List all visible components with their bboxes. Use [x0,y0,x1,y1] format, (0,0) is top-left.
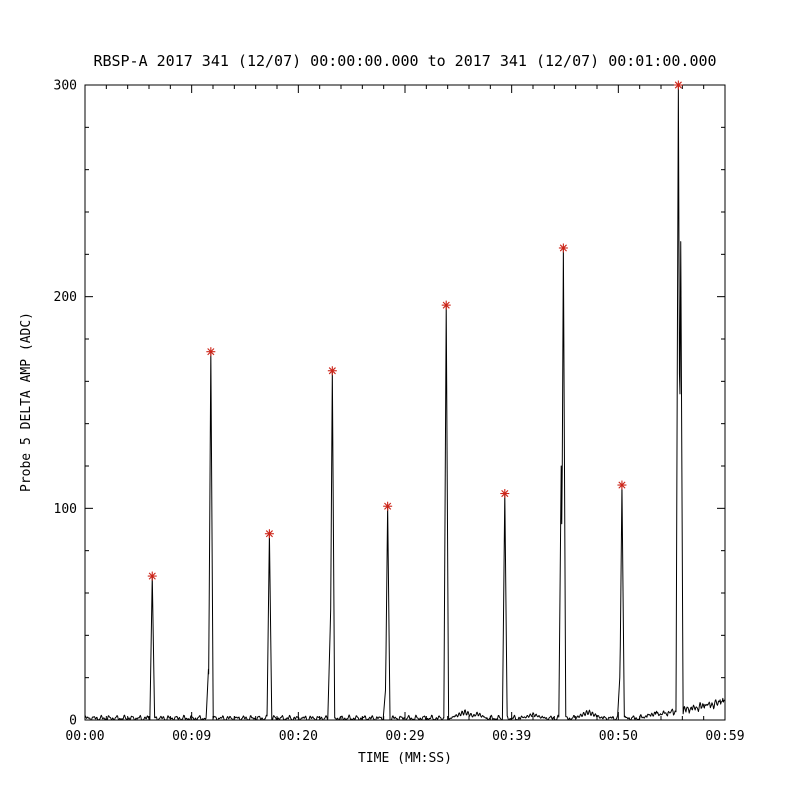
series-line [84,84,726,721]
x-tick-label: 00:29 [385,729,424,744]
x-tick-label: 00:59 [705,729,744,744]
x-axis-label: TIME (MM:SS) [358,751,452,766]
y-tick-label: 200 [54,290,77,305]
peak-marker-asterisk [617,480,627,490]
peak-marker-asterisk [500,489,510,499]
axes-box [84,84,726,721]
peak-marker-asterisk [206,347,216,357]
peak-marker-asterisk [264,529,274,539]
y-tick-label: 300 [54,79,77,94]
peak-marker-asterisk [558,243,568,253]
x-tick-label: 00:20 [279,729,318,744]
peak-marker-asterisk [383,501,393,511]
peak-marker-asterisk [147,571,157,581]
chart-title: RBSP-A 2017 341 (12/07) 00:00:00.000 to … [93,52,716,70]
y-tick-label: 100 [54,502,77,517]
y-tick-label: 0 [69,714,77,729]
x-tick-label: 00:39 [492,729,531,744]
x-tick-label: 00:00 [65,729,104,744]
y-axis-label: Probe 5 DELTA AMP (ADC) [19,312,34,492]
peak-marker-asterisk [441,300,451,310]
peak-marker-asterisk [327,366,337,376]
peak-marker-asterisk [673,80,683,90]
x-tick-label: 00:09 [172,729,211,744]
plot-area: 00:00 00:09 00:20 00:29 00:39 00:50 00:59 0 100 2… [54,79,745,745]
x-tick-label: 00:50 [599,729,638,744]
